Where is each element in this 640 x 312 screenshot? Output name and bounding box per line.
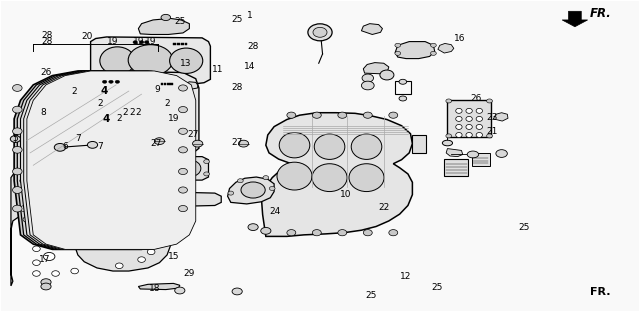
Ellipse shape: [241, 182, 265, 198]
Text: 28: 28: [232, 84, 243, 92]
Ellipse shape: [180, 160, 201, 176]
Ellipse shape: [154, 104, 182, 125]
Ellipse shape: [149, 100, 188, 129]
Text: 19: 19: [168, 115, 179, 123]
Ellipse shape: [312, 230, 321, 236]
Ellipse shape: [20, 206, 28, 211]
Ellipse shape: [476, 133, 483, 138]
Ellipse shape: [128, 45, 173, 76]
Text: 20: 20: [82, 32, 93, 41]
Text: 7: 7: [75, 134, 81, 144]
Ellipse shape: [33, 271, 40, 276]
Ellipse shape: [193, 140, 203, 147]
Ellipse shape: [138, 170, 142, 173]
Ellipse shape: [131, 170, 136, 173]
Text: 13: 13: [180, 59, 192, 68]
Ellipse shape: [172, 159, 177, 163]
Ellipse shape: [179, 147, 188, 153]
Ellipse shape: [351, 134, 382, 159]
Polygon shape: [138, 18, 189, 34]
Text: 1: 1: [247, 11, 253, 20]
Ellipse shape: [41, 279, 51, 285]
Polygon shape: [364, 63, 389, 74]
Ellipse shape: [20, 178, 28, 183]
Ellipse shape: [456, 108, 462, 113]
Ellipse shape: [287, 230, 296, 236]
Ellipse shape: [399, 79, 406, 84]
Bar: [167, 83, 170, 85]
Text: 28: 28: [42, 37, 53, 46]
Ellipse shape: [277, 162, 312, 190]
Bar: [412, 135, 426, 153]
Ellipse shape: [103, 95, 154, 134]
Ellipse shape: [446, 99, 452, 103]
Ellipse shape: [349, 164, 384, 192]
Text: 6: 6: [62, 142, 68, 151]
Ellipse shape: [13, 106, 22, 113]
Text: 25: 25: [232, 15, 243, 24]
Text: 2: 2: [123, 108, 129, 117]
Ellipse shape: [466, 116, 472, 121]
Ellipse shape: [125, 212, 132, 217]
Ellipse shape: [41, 283, 51, 290]
Ellipse shape: [476, 116, 483, 121]
Text: 2: 2: [97, 99, 103, 108]
Text: 2: 2: [129, 108, 135, 117]
Ellipse shape: [362, 81, 374, 90]
Text: 2: 2: [72, 86, 77, 95]
Text: FR.: FR.: [590, 287, 611, 297]
Ellipse shape: [58, 166, 66, 171]
Ellipse shape: [146, 154, 152, 158]
Ellipse shape: [431, 51, 436, 55]
Ellipse shape: [125, 170, 129, 173]
Ellipse shape: [176, 154, 182, 158]
Polygon shape: [261, 113, 412, 236]
Ellipse shape: [93, 187, 100, 193]
Ellipse shape: [237, 179, 243, 183]
Ellipse shape: [154, 142, 174, 158]
Text: 26: 26: [40, 68, 52, 77]
Ellipse shape: [75, 102, 106, 127]
Ellipse shape: [313, 27, 327, 37]
Text: 22: 22: [378, 202, 389, 212]
Ellipse shape: [161, 207, 166, 210]
Ellipse shape: [133, 41, 138, 44]
Ellipse shape: [476, 124, 483, 129]
Polygon shape: [20, 71, 189, 249]
Ellipse shape: [13, 168, 22, 175]
Bar: [177, 42, 180, 45]
Ellipse shape: [87, 209, 95, 215]
Ellipse shape: [476, 108, 483, 113]
Polygon shape: [17, 71, 186, 249]
Polygon shape: [172, 157, 209, 180]
Ellipse shape: [466, 133, 472, 138]
Ellipse shape: [161, 14, 171, 21]
Ellipse shape: [204, 172, 209, 176]
Ellipse shape: [145, 41, 149, 44]
Text: 5: 5: [13, 134, 19, 144]
Ellipse shape: [33, 260, 40, 266]
Text: 27: 27: [232, 138, 243, 147]
Ellipse shape: [263, 176, 269, 180]
Ellipse shape: [44, 252, 55, 261]
Ellipse shape: [442, 140, 452, 146]
Bar: [472, 153, 490, 166]
Polygon shape: [147, 138, 181, 162]
Ellipse shape: [287, 112, 296, 118]
Ellipse shape: [52, 189, 63, 197]
Polygon shape: [138, 283, 180, 290]
Ellipse shape: [380, 70, 394, 80]
Ellipse shape: [170, 48, 203, 73]
Ellipse shape: [109, 80, 113, 83]
Bar: [161, 83, 163, 85]
Ellipse shape: [176, 142, 182, 146]
Polygon shape: [228, 177, 274, 204]
Polygon shape: [362, 24, 383, 34]
Text: 28: 28: [42, 31, 53, 40]
Ellipse shape: [496, 150, 508, 157]
Ellipse shape: [69, 97, 112, 131]
Ellipse shape: [149, 227, 157, 233]
Text: 4: 4: [103, 114, 110, 124]
Ellipse shape: [36, 184, 44, 190]
